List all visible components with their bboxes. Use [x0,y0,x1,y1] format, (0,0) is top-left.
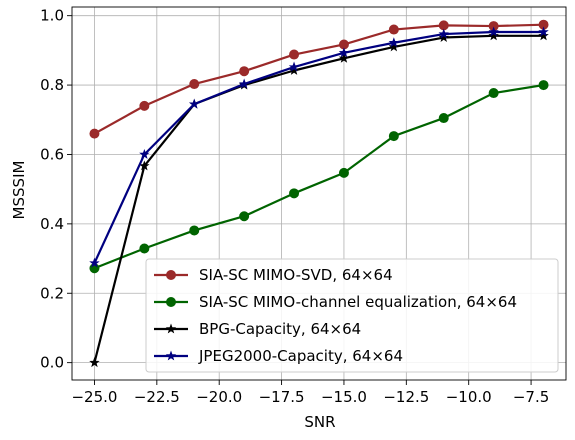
x-tick-label: −17.5 [259,388,305,406]
data-point [388,24,399,35]
data-point [538,80,549,91]
legend-item: SIA-SC MIMO-SVD, 64×64 [154,266,393,284]
y-axis-label: MSSSIM [10,161,28,220]
data-point [289,188,300,199]
series-1 [89,19,549,139]
data-point [538,26,549,37]
y-tick-label: 0.8 [40,76,64,94]
x-tick-label: −25.0 [71,388,117,406]
data-point [189,225,200,236]
legend-item: JPEG2000-Capacity, 64×64 [154,347,403,365]
data-point [189,98,200,109]
data-point [338,47,350,58]
plot-frame [71,6,567,381]
legend-item: SIA-SC MIMO-channel equalization, 64×64 [154,293,517,311]
series-line [94,83,544,270]
series-line [93,30,544,264]
x-tick-label: −10.0 [446,388,492,406]
y-tick-label: 1.0 [40,7,64,25]
data-point [139,243,150,254]
data-point [89,128,100,139]
data-point [538,30,549,41]
data-point [488,30,499,41]
data-point [338,167,349,178]
x-tick-label: −20.0 [196,388,242,406]
data-point [139,100,150,111]
data-point [89,257,100,268]
series-line [93,34,544,363]
legend-marker [166,297,176,307]
y-tick-label: 0.0 [40,354,64,372]
ticks: −25.0 −22.5 −20.0 −17.5 −15.0 −12.5 −10.0 −7.5 0… [40,7,549,406]
legend-marker [165,350,177,361]
x-tick-label: −22.5 [134,388,180,406]
data-point [488,88,499,99]
data-point [388,37,400,48]
legend-label: SIA-SC MIMO-channel equalization, 64×64 [199,293,517,311]
x-tick-label: −15.0 [321,388,367,406]
data-point [338,52,350,63]
data-point [438,28,449,39]
legend: SIA-SC MIMO-SVD, 64×64 SIA-SC MIMO-channe… [145,258,559,373]
legend-label: JPEG2000-Capacity, 64×64 [198,347,403,365]
legend-marker [165,323,177,334]
legend-box [145,258,559,373]
axes [71,6,567,381]
legend-label: SIA-SC MIMO-SVD, 64×64 [199,266,393,284]
data-point [388,41,400,52]
data-point [388,131,399,142]
x-axis-label: SNR [304,413,335,431]
data-point [289,49,300,60]
data-point [89,357,100,368]
data-point [189,79,200,90]
data-point [139,160,150,171]
series-4 [89,26,549,268]
y-tick-label: 0.6 [40,145,64,163]
data-point [239,211,250,222]
legend-marker [166,270,176,280]
series-layer [89,19,549,368]
data-point [488,26,499,37]
y-tick-label: 0.2 [40,284,64,302]
y-tick-label: 0.4 [40,215,64,233]
x-tick-label: −12.5 [383,388,429,406]
data-point [288,61,300,72]
series-2 [89,80,549,274]
series-line [93,23,544,135]
x-tick-label: −7.5 [513,388,549,406]
data-point [438,113,449,124]
data-point [438,32,449,42]
legend-item: BPG-Capacity, 64×64 [154,320,361,338]
data-point [238,78,250,89]
legend-label: BPG-Capacity, 64×64 [199,320,361,338]
data-point [139,148,150,159]
data-point [239,66,250,77]
data-point [438,20,449,31]
